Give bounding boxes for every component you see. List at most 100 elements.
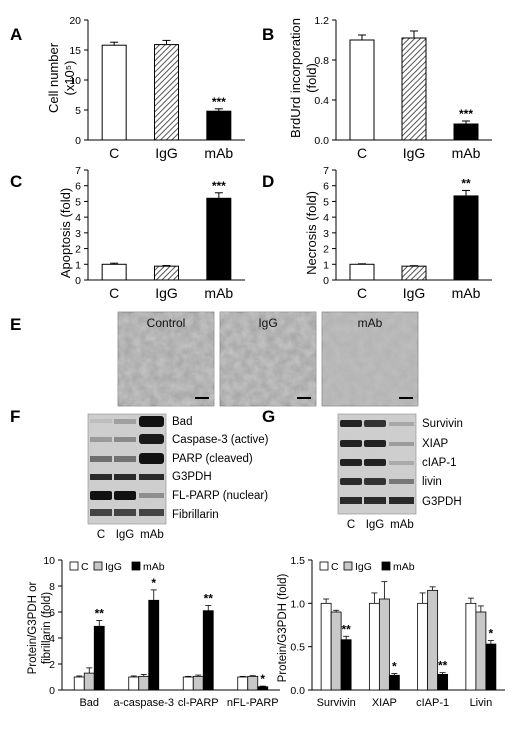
micrograph-mab: mAb — [321, 311, 419, 407]
blot-g-lane-mab: mAb — [390, 519, 414, 531]
band — [139, 509, 164, 516]
bar-d — [401, 265, 427, 281]
blot-g-lane-c: C — [347, 519, 355, 531]
bar-c — [154, 265, 179, 281]
category-label-c: C — [109, 285, 119, 301]
band — [90, 474, 112, 480]
y-tick-label-c: 4 — [75, 212, 81, 224]
bar-b — [349, 39, 375, 141]
significance-mark-d: ** — [461, 176, 471, 190]
bar-d — [349, 263, 375, 281]
significance-mark-f: ** — [204, 592, 214, 606]
ylabel-a-line2: (x10⁵) — [62, 60, 77, 95]
band — [90, 509, 112, 516]
y-tick-label-d: 5 — [323, 196, 329, 208]
micrograph-igg: IgG — [219, 311, 317, 407]
bar-g — [368, 602, 380, 691]
band — [114, 491, 136, 500]
bar-f — [73, 676, 85, 691]
band — [389, 461, 414, 465]
y-tick-label-c: 0 — [75, 275, 81, 287]
significance-mark-f: * — [260, 672, 265, 686]
bar-g — [475, 611, 487, 691]
band — [340, 440, 362, 447]
band — [139, 434, 164, 444]
band — [340, 478, 362, 485]
legend-swatch-g — [381, 561, 391, 571]
bar-g — [417, 602, 429, 691]
ylabel-f-line2: fibrillarin (fold) — [41, 592, 53, 664]
y-tick-label-d: 3 — [323, 228, 329, 240]
bar-f — [93, 625, 105, 691]
y-tick-label-d: 0 — [323, 275, 329, 287]
y-tick-label-f: 8 — [49, 581, 55, 593]
y-tick-label-f: 4 — [49, 633, 55, 645]
y-tick-label-d: 2 — [323, 244, 329, 256]
category-label-f: cl-PARP — [178, 697, 219, 709]
bar-g — [388, 674, 400, 691]
y-tick-label-c: 3 — [75, 228, 81, 240]
blot-g-label-2: cIAP-1 — [422, 457, 457, 469]
panel-letter-g: G — [262, 407, 275, 426]
significance-mark-f: ** — [95, 606, 105, 620]
category-label-c: IgG — [155, 285, 178, 301]
ylabel-f-line1: Protein/G3PDH or — [27, 581, 39, 674]
ylabel-d: Necrosis (fold) — [304, 191, 319, 275]
blot-g: Survivin XIAP cIAP-1 livin G3PDH C IgG m… — [337, 413, 463, 531]
legend-swatch-g — [319, 561, 329, 571]
category-label-d: mAb — [452, 285, 481, 301]
legend-swatch-g — [343, 561, 353, 571]
legend-label-f: C — [81, 561, 89, 573]
category-label-b: C — [357, 145, 367, 161]
significance-mark-g: * — [392, 660, 397, 674]
blot-f: Bad Caspase-3 (active) PARP (cleaved) G3… — [87, 413, 269, 541]
bar-a — [154, 44, 179, 141]
panel-letter-e: E — [10, 315, 21, 334]
y-tick-label-d: 4 — [323, 212, 329, 224]
significance-mark-g: ** — [341, 622, 351, 636]
category-label-b: mAb — [452, 145, 481, 161]
band — [139, 453, 164, 464]
band — [340, 420, 362, 427]
y-tick-label-c: 2 — [75, 244, 81, 256]
category-label-f: Bad — [79, 697, 99, 709]
bar-g — [320, 602, 332, 691]
micrograph-row: Control IgG mAb — [117, 311, 419, 407]
category-label-c: mAb — [204, 285, 233, 301]
legend-label-f: IgG — [105, 561, 122, 573]
y-tick-label-f: 10 — [43, 555, 55, 567]
y-tick-label-d: 7 — [323, 165, 329, 177]
category-label-f: nFL-PARP — [227, 697, 279, 709]
y-tick-label-a: 15 — [69, 45, 81, 57]
y-tick-label-g: 0.0 — [290, 685, 305, 697]
bar-a — [101, 44, 127, 141]
ylabel-g: Protein/G3PDH (fold) — [277, 574, 289, 683]
micrograph-control: Control — [117, 311, 215, 407]
y-tick-label-d: 6 — [323, 181, 329, 193]
band — [114, 456, 136, 462]
band — [114, 474, 136, 480]
blot-f-lane-mab: mAb — [140, 529, 164, 541]
micrograph-label-igg: IgG — [258, 316, 277, 330]
ylabel-a-line1: Cell number — [46, 42, 61, 113]
blot-f-lane-igg: IgG — [116, 529, 135, 541]
blot-f-label-4: FL-PARP (nuclear) — [172, 490, 268, 502]
y-tick-label-g: 1.5 — [290, 555, 305, 567]
bar-f — [237, 676, 249, 691]
band — [389, 497, 414, 504]
band — [90, 437, 112, 442]
y-tick-label-b: 0.0 — [314, 135, 329, 147]
ylabel-c: Apoptosis (fold) — [58, 188, 73, 278]
legend-swatch-f — [131, 561, 141, 571]
bar-f — [138, 675, 150, 691]
blot-g-label-0: Survivin — [422, 418, 463, 430]
category-label-g: Livin — [470, 697, 493, 709]
band — [139, 416, 164, 427]
bar-f — [247, 675, 259, 691]
band — [340, 497, 362, 504]
band — [90, 419, 112, 423]
y-tick-label-c: 5 — [75, 196, 81, 208]
band — [364, 478, 386, 485]
ylabel-b-line2: (fold) — [304, 63, 319, 93]
